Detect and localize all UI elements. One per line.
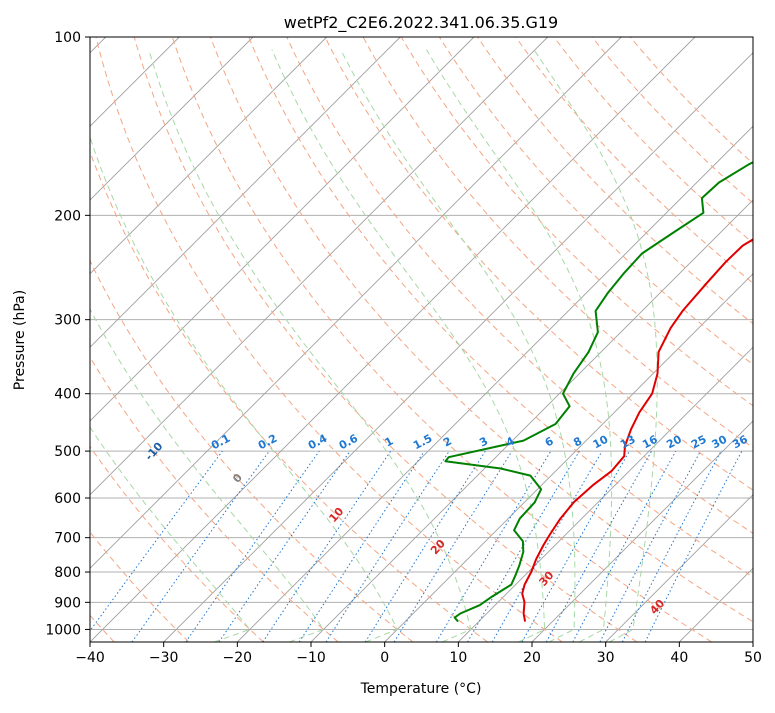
plot-lines (0, 37, 775, 642)
y-tick-label: 400 (54, 387, 81, 403)
isotherm-line (237, 37, 775, 642)
dry-adiabat-label: 20 (428, 537, 448, 557)
dry-adiabat-line (0, 37, 264, 642)
x-tick-label: 10 (449, 650, 467, 666)
mixing-ratio-label: 16 (640, 433, 660, 452)
x-tick-label: 20 (523, 650, 541, 666)
x-tick-label: −20 (223, 650, 253, 666)
dry-adiabat-label: 40 (647, 597, 667, 617)
mixing-ratio-label: 6 (543, 434, 556, 449)
moist-adiabat-line (0, 50, 250, 642)
mixing-ratio-label: 8 (571, 434, 584, 449)
y-tick-label: 700 (54, 531, 81, 547)
x-tick-label: −30 (149, 650, 179, 666)
dry-adiabat-label: -30 (0, 372, 6, 396)
y-tick-label: 600 (54, 491, 81, 507)
mixing-ratio-line (573, 451, 676, 642)
mixing-ratio-label: 3 (477, 434, 490, 449)
mixing-ratio-label: 0.4 (306, 432, 330, 453)
isotherm-line (164, 37, 769, 642)
x-tick-label: 40 (670, 650, 688, 666)
y-tick-label: 100 (54, 30, 81, 46)
mixing-ratio-line (365, 451, 485, 642)
mixing-ratio-label: 30 (710, 433, 730, 452)
dry-adiabat-label: -10 (142, 439, 165, 463)
y-tick-label: 1000 (45, 622, 81, 638)
chart-title: wetPf2_C2E6.2022.341.06.35.G19 (284, 13, 558, 33)
isotherm-line (90, 37, 695, 642)
isotherm-line (679, 37, 775, 642)
y-tick-label: 900 (54, 595, 81, 611)
x-tick-label: −10 (296, 650, 326, 666)
moist-adiabat-line (149, 50, 471, 642)
isotherm-line (0, 37, 548, 642)
dry-adiabat-label: 0 (230, 471, 245, 486)
isotherm-line (16, 37, 621, 642)
y-tick-label: 200 (54, 208, 81, 224)
x-tick-label: −40 (75, 650, 105, 666)
dry-adiabat-line (516, 37, 775, 642)
dry-adiabat-label: 30 (537, 568, 557, 588)
mixing-ratio-line (600, 451, 701, 642)
temperature-profile-line (522, 45, 775, 622)
x-tick-label: 0 (380, 650, 389, 666)
y-tick-label: 300 (54, 313, 81, 329)
dry-adiabat-line (134, 37, 637, 642)
isotherm-line (532, 37, 775, 642)
mixing-ratio-line (82, 451, 223, 642)
mixing-ratio-label: 1 (383, 434, 396, 449)
isotherm-line (458, 37, 775, 642)
dry-adiabat-line (96, 37, 562, 642)
moist-adiabat-line (426, 50, 611, 642)
y-tick-label: 800 (54, 565, 81, 581)
mixing-ratio-line (263, 451, 391, 642)
mixing-ratio-label: 1.5 (411, 432, 434, 453)
dry-adiabat-line (0, 37, 189, 642)
dry-adiabat-line (478, 37, 775, 642)
x-axis-label: Temperature (°C) (360, 681, 482, 697)
dry-adiabat-line (0, 37, 338, 642)
isotherm-line (0, 37, 253, 642)
moist-adiabat-line (67, 50, 397, 642)
x-tick-label: 50 (744, 650, 762, 666)
mixing-ratio-label: 20 (664, 433, 684, 452)
isotherm-line (753, 37, 775, 642)
isotherm-line (0, 37, 474, 642)
isotherm-line (0, 37, 400, 642)
isotherm-line (385, 37, 775, 642)
dry-adiabat-line (58, 37, 488, 642)
isotherm-line (0, 37, 327, 642)
x-tick-label: 30 (597, 650, 615, 666)
mixing-ratio-label: 0.1 (209, 432, 232, 453)
moist-adiabat-line (534, 50, 657, 642)
dry-adiabat-line (592, 37, 775, 642)
dry-adiabat-label: -20 (62, 409, 85, 433)
mixing-ratio-label: 25 (689, 433, 709, 452)
y-axis-label: Pressure (hPa) (12, 290, 28, 390)
y-tick-label: 500 (54, 444, 81, 460)
mixing-ratio-label: 10 (591, 433, 611, 452)
mixing-ratio-label: 13 (618, 433, 638, 452)
mixing-ratio-label: 36 (730, 433, 750, 452)
isotherm-line (311, 37, 775, 642)
dry-adiabat-line (20, 37, 413, 642)
